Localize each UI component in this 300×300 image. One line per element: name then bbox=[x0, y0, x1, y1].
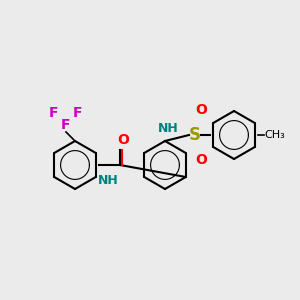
Text: CH₃: CH₃ bbox=[264, 130, 285, 140]
Text: F: F bbox=[49, 106, 59, 120]
Text: O: O bbox=[195, 103, 207, 117]
Text: F: F bbox=[73, 106, 83, 120]
Text: NH: NH bbox=[98, 174, 118, 187]
Text: O: O bbox=[117, 133, 129, 147]
Text: O: O bbox=[195, 153, 207, 167]
Text: S: S bbox=[189, 126, 201, 144]
Text: F: F bbox=[61, 118, 71, 132]
Text: NH: NH bbox=[158, 122, 178, 135]
